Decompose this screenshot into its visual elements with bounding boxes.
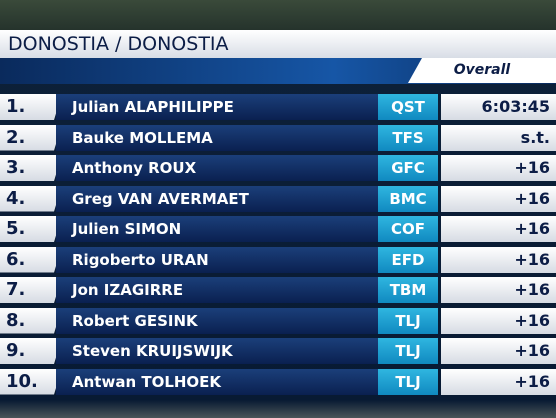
team: TLJ xyxy=(378,368,438,395)
time: +16 xyxy=(441,338,556,364)
time: +16 xyxy=(441,368,556,395)
subtitle: Overall xyxy=(408,58,556,83)
rank: 3. xyxy=(0,155,62,181)
time: s.t. xyxy=(441,124,556,151)
team: BMC xyxy=(378,185,438,212)
rank: 4. xyxy=(0,186,62,212)
team: QST xyxy=(378,94,438,120)
title: DONOSTIA / DONOSTIA xyxy=(0,30,556,58)
rank: 7. xyxy=(0,277,62,303)
name: Julien SIMON xyxy=(56,216,380,242)
time: +16 xyxy=(441,185,556,212)
rank: 2. xyxy=(0,125,62,151)
team: TLJ xyxy=(378,307,438,334)
time: +16 xyxy=(441,277,556,303)
name: Anthony ROUX xyxy=(56,155,380,181)
name: Antwan TOLHOEK xyxy=(56,368,380,395)
team: TFS xyxy=(378,124,438,151)
rank: 5. xyxy=(0,216,62,242)
rank: 10. xyxy=(0,369,62,395)
rank: 9. xyxy=(0,338,62,364)
time: +16 xyxy=(441,246,556,273)
name: Greg VAN AVERMAET xyxy=(56,185,380,212)
name: Robert GESINK xyxy=(56,307,380,334)
team: EFD xyxy=(378,246,438,273)
rank: 6. xyxy=(0,247,62,273)
name: Rigoberto URAN xyxy=(56,246,380,273)
name: Steven KRUIJSWIJK xyxy=(56,338,380,364)
name: Julian ALAPHILIPPE xyxy=(56,94,380,120)
time: +16 xyxy=(441,216,556,242)
time: +16 xyxy=(441,155,556,181)
team: COF xyxy=(378,216,438,242)
name: Bauke MOLLEMA xyxy=(56,124,380,151)
rank: 1. xyxy=(0,94,62,120)
team: TLJ xyxy=(378,338,438,364)
time: 6:03:45 xyxy=(441,94,556,120)
team: TBM xyxy=(378,277,438,303)
name: Jon IZAGIRRE xyxy=(56,277,380,303)
time: +16 xyxy=(441,307,556,334)
team: GFC xyxy=(378,155,438,181)
rank: 8. xyxy=(0,308,62,334)
